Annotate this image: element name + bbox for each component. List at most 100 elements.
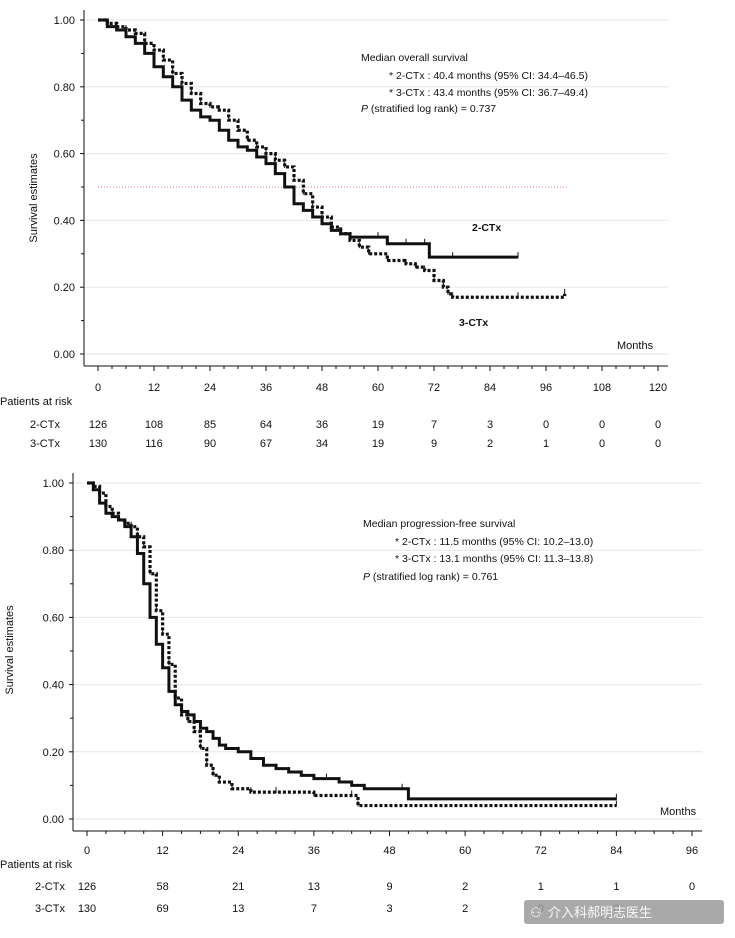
p1-risk-row-label-3ctx: 3-CTx <box>30 438 60 450</box>
risk-value: 90 <box>204 438 216 450</box>
p1-annotation-p: P (stratified log rank) = 0.737 <box>361 103 496 115</box>
risk-value: 19 <box>372 419 384 431</box>
y-tick-label: 0.40 <box>43 680 64 692</box>
p2-ticks: 0.00 0.20 0.40 0.60 0.80 1.00 0 12 24 36 48 60 72 84 9… <box>43 478 699 857</box>
p2-risk-title: Patients at risk <box>0 859 73 871</box>
p1-y-axis-label: Survival estimates <box>28 153 40 243</box>
risk-value: 0 <box>543 419 549 431</box>
y-tick-label: 0.00 <box>43 814 64 826</box>
p1-risk-row-label-2ctx: 2-CTx <box>30 419 60 431</box>
p1-annotation-line1: * 2-CTx : 40.4 months (95% CI: 34.4–46.5… <box>389 70 588 82</box>
p2-annotation-line2: * 3-CTx : 13.1 months (95% CI: 11.3–13.8… <box>395 553 593 565</box>
p1-x-axis-label: Months <box>617 340 654 352</box>
risk-value: 21 <box>232 881 244 893</box>
p1-annotation-line2: * 3-CTx : 43.4 months (95% CI: 36.7–49.4… <box>389 87 588 99</box>
risk-value: 2 <box>487 438 493 450</box>
risk-value: 1 <box>538 881 544 893</box>
risk-value: 0 <box>599 419 605 431</box>
risk-value: 9 <box>386 881 392 893</box>
km-curve-3-ctx <box>87 481 617 808</box>
risk-value: 13 <box>308 881 320 893</box>
x-tick-label: 108 <box>593 382 611 394</box>
y-tick-label: 0.00 <box>54 349 75 361</box>
p2-y-axis-label: Survival estimates <box>4 605 16 695</box>
risk-value: 116 <box>145 438 163 450</box>
risk-value: 36 <box>316 419 328 431</box>
risk-value: 64 <box>260 419 272 431</box>
p2-p-value: (stratified log rank) = 0.761 <box>370 571 498 583</box>
risk-value: 69 <box>157 903 169 915</box>
risk-value: 1 <box>613 881 619 893</box>
x-tick-label: 72 <box>428 382 440 394</box>
x-tick-label: 60 <box>372 382 384 394</box>
risk-value: 58 <box>157 881 169 893</box>
y-tick-label: 1.00 <box>54 15 75 27</box>
p2-annotation-line1: * 2-CTx : 11.5 months (95% CI: 10.2–13.0… <box>395 536 593 548</box>
p2-risk-row-label-3ctx: 3-CTx <box>35 903 65 915</box>
p2-curves <box>87 481 617 808</box>
x-tick-label: 36 <box>260 382 272 394</box>
x-tick-label: 12 <box>148 382 160 394</box>
p1-risk-title: Patients at risk <box>0 396 73 408</box>
p1-annotation-title: Median overall survival <box>361 52 468 64</box>
risk-value: 130 <box>89 438 107 450</box>
risk-value: 7 <box>431 419 437 431</box>
p1-p-symbol: P <box>361 103 368 115</box>
p1-curves <box>98 18 567 299</box>
risk-value: 9 <box>431 438 437 450</box>
p1-series-label-2ctx: 2-CTx <box>472 222 501 234</box>
risk-value: 108 <box>145 419 163 431</box>
y-tick-label: 0.20 <box>54 282 75 294</box>
x-tick-label: 48 <box>316 382 328 394</box>
risk-value: 0 <box>655 438 661 450</box>
x-tick-label: 12 <box>157 845 169 857</box>
x-tick-label: 84 <box>484 382 496 394</box>
y-tick-label: 0.80 <box>43 545 64 557</box>
overall-survival-panel: 0.000.200.400.600.801.000 12 24 36 48 60 72 84 9… <box>0 10 668 450</box>
p2-risk-row-label-2ctx: 2-CTx <box>35 881 65 893</box>
risk-value: 3 <box>386 903 392 915</box>
x-tick-label: 72 <box>535 845 547 857</box>
p1-ticks: 0.00 0.20 0.40 0.60 0.80 1.00 0 12 24 36 48 60 72 84 9… <box>54 15 668 394</box>
p2-p-symbol: P <box>363 571 370 583</box>
risk-value: 2 <box>462 881 468 893</box>
km-curve-3-ctx <box>98 18 567 299</box>
risk-value: 2 <box>462 903 468 915</box>
y-tick-label: 0.80 <box>54 82 75 94</box>
risk-value: 34 <box>316 438 328 450</box>
risk-value: 0 <box>655 419 661 431</box>
risk-value: 3 <box>487 419 493 431</box>
risk-value: 1 <box>543 438 549 450</box>
x-tick-label: 60 <box>459 845 471 857</box>
x-tick-label: 96 <box>686 845 698 857</box>
p1-risk-table: Patients at risk 2-CTx 3-CTx 126 108 85 64 3… <box>0 396 661 450</box>
x-tick-label: 0 <box>84 845 90 857</box>
watermark: ⚇ 介入科郝明志医生 <box>524 900 724 924</box>
risk-value: 67 <box>260 438 272 450</box>
risk-value: 130 <box>78 903 96 915</box>
watermark-background <box>524 900 724 924</box>
risk-value: 85 <box>204 419 216 431</box>
p2-x-axis-label: Months <box>660 806 697 818</box>
watermark-icon: ⚇ <box>530 905 542 920</box>
watermark-text: 介入科郝明志医生 <box>548 905 652 920</box>
risk-value: 126 <box>78 881 96 893</box>
p1-series-label-3ctx: 3-CTx <box>459 317 488 329</box>
p2-annotation-p: P (stratified log rank) = 0.761 <box>363 571 498 583</box>
x-tick-label: 36 <box>308 845 320 857</box>
x-tick-label: 120 <box>649 382 667 394</box>
y-tick-label: 0.40 <box>54 215 75 227</box>
risk-value: 126 <box>89 419 107 431</box>
risk-value: 7 <box>311 903 317 915</box>
y-tick-label: 0.60 <box>43 612 64 624</box>
risk-value: 0 <box>599 438 605 450</box>
y-tick-label: 0.20 <box>43 747 64 759</box>
x-tick-label: 48 <box>383 845 395 857</box>
risk-value: 19 <box>372 438 384 450</box>
progression-free-survival-panel: 0.000.200.400.600.801.000 12 24 36 48 60 72 84 9… <box>0 473 702 915</box>
x-tick-label: 24 <box>232 845 244 857</box>
p2-annotation-title: Median progression-free survival <box>363 518 515 530</box>
p2-gridlines <box>73 482 702 820</box>
x-tick-label: 84 <box>610 845 622 857</box>
